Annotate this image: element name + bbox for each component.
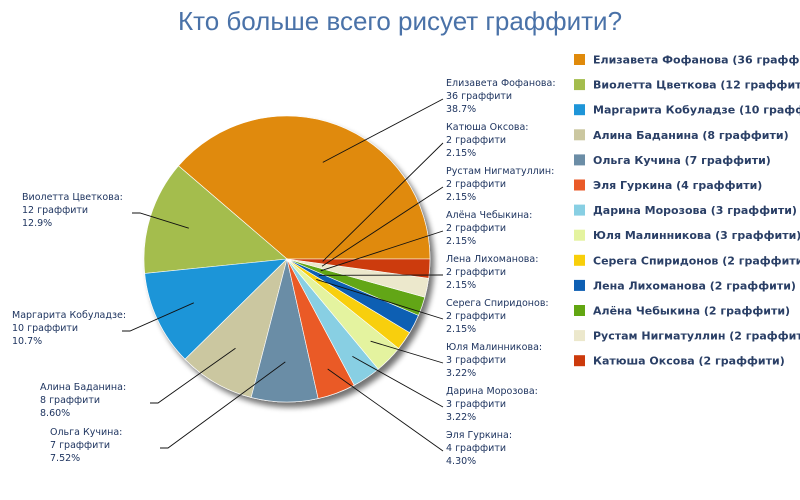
callout-line-13 [322,142,444,262]
legend-swatch-3 [574,104,585,116]
legend-label-9: Серега Спиридонов (2 граффити) [593,254,800,267]
callout-name-12: Рустам Нигматуллин: [446,166,554,177]
callout-name-13: Катюша Оксова: [446,122,529,133]
chart-title: Кто больше всего рисует граффити? [178,6,622,36]
legend-label-13: Катюша Оксова (2 граффити) [593,355,785,368]
callout-line-3 [122,302,194,332]
callout-name-7: Дарина Морозова: [446,386,538,397]
callout-percent-9: 2.15% [446,324,476,335]
legend-label-3: Маргарита Кобуладзе (10 граффити) [593,104,800,117]
legend: Елизавета Фофанова (36 граффити) Виолетта… [574,54,800,368]
callout-percent-1: 38.7% [446,104,476,115]
callout-line-7 [352,356,444,408]
legend-swatch-10 [574,279,585,291]
legend-swatch-2 [574,79,585,91]
callout-name-4: Алина Баданина: [40,382,126,393]
callout-name-8: Юля Малинникова: [446,342,542,353]
legend-swatch-11 [574,305,585,316]
callout-name-1: Елизавета Фофанова: [446,78,556,89]
callout-line-9 [316,278,444,320]
callout-name-9: Серега Спиридонов: [446,298,549,309]
callout-percent-5: 7.52% [50,453,80,464]
callout-value-13: 2 граффити [446,135,506,146]
callout-percent-2: 12.9% [22,218,52,229]
pie-slice-13 [286,258,431,279]
legend-swatch-9 [574,254,585,266]
callout-percent-7: 3.22% [446,412,476,423]
callout-name-5: Ольга Кучина: [50,427,122,438]
legend-label-2: Виолетта Цветкова (12 граффити) [593,79,800,92]
legend-swatch-12 [574,330,585,342]
legend-label-5: Ольга Кучина (7 граффити) [593,154,771,167]
callout-percent-4: 8.60% [40,408,70,419]
callout-name-6: Эля Гуркина: [446,430,512,441]
callout-value-7: 3 граффити [446,399,506,410]
legend-swatch-6 [574,179,585,191]
callout-percent-10: 2.15% [446,280,476,291]
legend-swatch-8 [574,229,585,241]
callout-value-2: 12 граффити [22,205,88,216]
callout-line-5 [160,361,286,449]
callout-value-6: 4 граффити [446,443,506,454]
callout-percent-8: 3.22% [446,368,476,379]
legend-label-6: Эля Гуркина (4 граффити) [593,179,762,192]
callout-line-11 [320,230,444,272]
legend-swatch-4 [574,129,585,141]
pie-slice-1 [178,115,431,260]
legend-swatch-13 [574,355,585,367]
callout-value-10: 2 граффити [446,267,506,278]
callout-value-12: 2 граффити [446,179,506,190]
callout-line-4 [150,347,236,404]
legend-label-1: Елизавета Фофанова (36 граффити) [593,54,800,67]
callout-name-3: Маргарита Кобуладзе: [12,310,126,321]
callout-value-4: 8 граффити [40,395,100,406]
legend-label-10: Лена Лихоманова (2 граффити) [593,279,796,292]
callout-percent-3: 10.7% [12,336,42,347]
callout-value-11: 2 граффити [446,223,506,234]
legend-label-7: Дарина Морозова (3 граффити) [593,204,797,217]
callout-value-9: 2 граффити [446,311,506,322]
callout-value-1: 36 граффити [446,91,512,102]
callout-name-10: Лена Лихоманова: [446,254,538,265]
callout-lines [122,98,444,452]
pie-slice-3 [144,258,288,360]
callout-percent-12: 2.15% [446,192,476,203]
callout-line-12 [321,186,444,267]
callout-line-1 [322,98,444,163]
legend-label-4: Алина Баданина (8 граффити) [593,129,789,142]
callout-line-2 [132,212,189,229]
slice-labels: Елизавета Фофанова: 36 граффити 38.7% Виоле… [12,78,556,467]
legend-swatch-5 [574,154,585,166]
callout-name-2: Виолетта Цветкова: [22,192,123,203]
callout-line-8 [370,340,444,364]
callout-percent-11: 2.15% [446,236,476,247]
callout-value-3: 10 граффити [12,323,78,334]
callout-name-11: Алёна Чебыкина: [446,210,532,221]
legend-swatch-7 [574,204,585,216]
legend-label-12: Рустам Нигматуллин (2 граффити) [593,330,800,343]
callout-value-8: 3 граффити [446,355,506,366]
legend-swatch-1 [574,54,585,65]
callout-percent-6: 4.30% [446,456,476,467]
callout-percent-13: 2.15% [446,148,476,159]
legend-label-11: Алёна Чебыкина (2 граффити) [593,305,790,318]
legend-label-8: Юля Малинникова (3 граффити) [593,229,800,242]
pie-slices [143,115,431,403]
callout-line-6 [327,368,444,452]
callout-value-5: 7 граффити [50,440,110,451]
